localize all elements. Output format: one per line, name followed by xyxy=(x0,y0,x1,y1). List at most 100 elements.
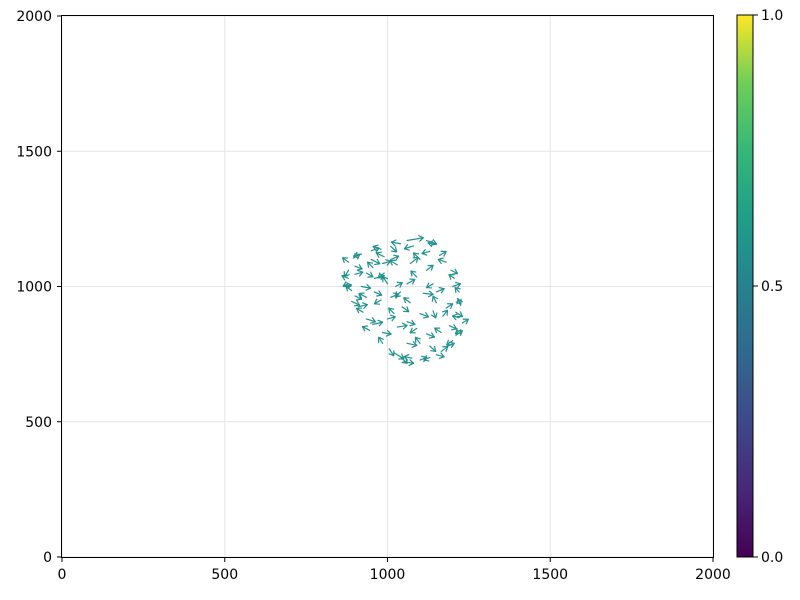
quiver-arrow xyxy=(390,239,402,247)
quiver-arrow xyxy=(430,310,438,319)
quiver-arrow xyxy=(395,281,403,288)
quiver-arrow xyxy=(372,319,384,327)
colorbar-tick-label: 0.5 xyxy=(761,279,783,295)
quiver-arrow xyxy=(438,250,447,257)
quiver-arrow xyxy=(422,290,434,298)
quiver-arrow xyxy=(423,355,431,362)
quiver-arrow xyxy=(435,287,445,294)
quiver-arrow xyxy=(351,300,361,307)
quiver-arrow xyxy=(421,249,431,256)
quiver-arrow xyxy=(455,311,463,318)
quiver-arrow xyxy=(382,276,389,285)
quiver-arrow xyxy=(406,341,418,348)
quiver-arrow xyxy=(382,329,392,337)
quiver-arrow xyxy=(373,298,382,305)
quiver-arrow xyxy=(425,332,435,339)
quiver-arrow xyxy=(341,257,350,264)
quiver-arrow xyxy=(373,290,383,297)
quiver-arrow xyxy=(352,253,361,260)
quiver-arrow xyxy=(446,339,454,346)
quiver-arrow xyxy=(354,294,363,301)
quiver-arrow xyxy=(343,269,350,278)
colorbar-tick-label: 1.0 xyxy=(761,8,783,24)
quiver-arrow xyxy=(365,317,377,324)
y-tick-label: 500 xyxy=(25,415,52,431)
colorbar-gradient xyxy=(736,14,754,558)
quiver-arrow xyxy=(365,271,374,278)
quiver-arrow xyxy=(396,322,408,330)
x-tick-label: 1000 xyxy=(370,567,406,583)
quiver-arrow xyxy=(403,354,413,361)
quiver-arrow xyxy=(454,328,462,335)
quiver-arrow xyxy=(345,285,353,292)
quiver-arrow xyxy=(386,314,396,322)
quiver-arrow xyxy=(367,261,374,269)
quiver-arrow xyxy=(390,292,400,299)
x-tick-label: 1500 xyxy=(532,567,568,583)
quiver-arrow xyxy=(388,307,395,315)
quiver-arrow xyxy=(403,244,415,251)
quiver-arrow xyxy=(448,324,458,331)
quiver-arrow xyxy=(461,318,469,325)
colorbar-tick-label: 0.0 xyxy=(761,550,783,566)
quiver-arrow xyxy=(406,319,416,327)
quiver-arrows xyxy=(341,235,469,367)
colorbar: 0.0 0.5 1.0 xyxy=(736,8,783,566)
quiver-arrow xyxy=(354,264,363,271)
quiver-arrow xyxy=(410,270,418,278)
quiver-arrow xyxy=(414,336,421,344)
quiver-arrow xyxy=(425,264,434,271)
y-tick-label: 2000 xyxy=(16,9,52,25)
quiver-arrow xyxy=(452,313,460,321)
x-tick-label: 0 xyxy=(58,567,67,583)
quiver-arrow xyxy=(435,352,445,360)
quiver-arrow xyxy=(360,284,372,291)
quiver-arrow xyxy=(434,327,442,334)
quiver-arrow xyxy=(409,256,419,265)
quiver-arrow xyxy=(389,259,398,266)
quiver-arrow xyxy=(388,348,395,357)
quiver-arrow xyxy=(375,251,385,258)
quiver-arrow xyxy=(431,295,439,304)
quiver-arrow xyxy=(429,345,437,353)
quiver-arrow xyxy=(445,303,454,310)
quiver-arrow xyxy=(390,245,398,253)
quiver-arrow xyxy=(341,274,350,281)
quiver-arrow xyxy=(358,292,367,299)
quiver-arrow xyxy=(448,273,455,280)
quiver-arrow xyxy=(357,302,368,309)
quiver-arrow xyxy=(419,312,430,319)
quiver-arrow xyxy=(401,306,410,313)
quiver-arrow xyxy=(403,359,415,367)
quiver-arrow xyxy=(382,259,392,266)
quiver-arrow xyxy=(361,325,371,332)
quiver-arrow xyxy=(355,307,364,314)
quiver-arrow xyxy=(425,282,434,289)
y-tick-label: 1000 xyxy=(16,280,52,296)
y-tick-label: 0 xyxy=(43,550,52,566)
quiver-arrow xyxy=(406,278,416,285)
quiver-arrow xyxy=(454,286,461,294)
quiver-arrow xyxy=(442,309,448,317)
quiver-arrow xyxy=(412,252,421,261)
y-tick-label: 1500 xyxy=(16,144,52,160)
quiver-arrow xyxy=(437,257,447,265)
quiver-arrow xyxy=(354,269,364,277)
quiver-arrow xyxy=(452,281,462,289)
quiver-arrow xyxy=(427,240,437,248)
quiver-arrow xyxy=(406,235,424,242)
x-tick-label: 500 xyxy=(211,567,238,583)
quiver-arrow xyxy=(390,254,400,261)
quiver-arrow xyxy=(450,268,459,275)
colorbar-ticks: 0.0 0.5 1.0 xyxy=(753,8,783,566)
axis-ticks: 0 500 1000 1500 2000 0 500 1000 1500 2000 xyxy=(16,9,730,583)
quiver-arrow xyxy=(440,345,449,353)
quiver-arrow xyxy=(455,298,462,305)
quiver-arrow xyxy=(409,327,418,334)
quiver-arrow xyxy=(403,297,411,304)
quiver-arrow xyxy=(377,272,385,279)
quiver-arrow xyxy=(370,246,380,253)
quiver-arrow xyxy=(370,258,381,266)
quiver-arrow xyxy=(378,336,384,344)
